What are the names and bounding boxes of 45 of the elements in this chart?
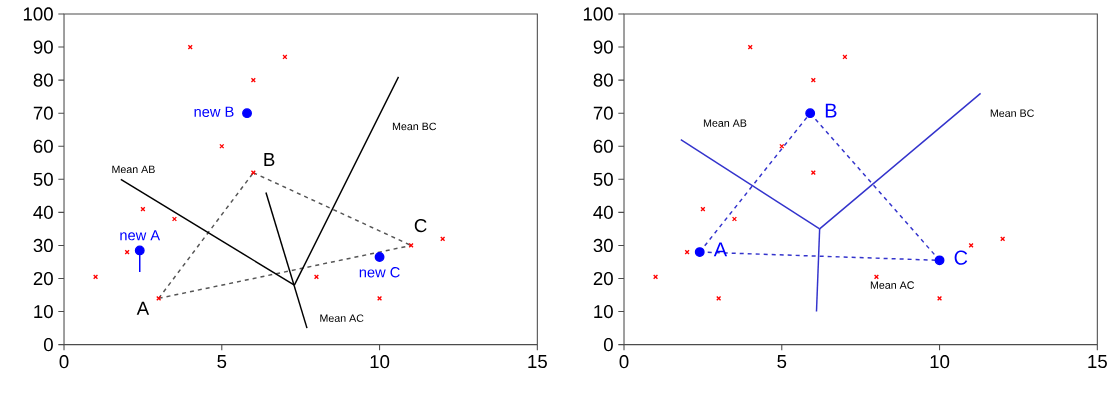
series-label: new B (194, 106, 234, 117)
y-tick-label: 60 (33, 139, 53, 153)
x-tick-label: 5 (777, 355, 787, 369)
y-tick-label: 80 (593, 73, 613, 87)
annotation: Mean AC (870, 281, 915, 289)
y-tick-label: 40 (33, 205, 53, 219)
x-tick-label: 5 (217, 355, 227, 369)
x-tick-label: 15 (1088, 355, 1107, 369)
series-label: B (825, 103, 837, 118)
annotation: Mean BC (392, 122, 437, 131)
y-tick-label: 60 (593, 139, 613, 153)
series-label: A (713, 242, 728, 257)
annotation: A (136, 301, 150, 315)
annotation: Mean AB (112, 165, 155, 174)
y-tick-label: 90 (33, 40, 53, 54)
y-tick-label: 70 (593, 106, 613, 120)
y-tick-label: 20 (33, 271, 53, 286)
annotation: B (264, 153, 275, 166)
y-tick-label: 30 (33, 238, 53, 253)
y-tick-label: 40 (593, 205, 613, 219)
y-tick-label: 0 (603, 338, 613, 352)
y-tick-label: 90 (593, 40, 613, 54)
x-tick-label: 0 (59, 355, 69, 369)
annotation: C (414, 218, 427, 233)
y-tick-label: 10 (594, 304, 613, 319)
x-tick-label: 0 (619, 355, 629, 369)
x-tick-label: 15 (528, 355, 547, 369)
y-tick-label: 30 (593, 238, 613, 253)
y-tick-label: 20 (593, 271, 613, 286)
y-tick-label: 10 (34, 304, 53, 319)
x-tick-label: 10 (370, 355, 390, 369)
y-tick-label: 80 (33, 73, 53, 87)
annotation: Mean AB (703, 119, 747, 127)
annotation: Mean BC (990, 109, 1034, 117)
y-tick-label: 100 (23, 7, 53, 21)
x-tick-label: 10 (930, 355, 950, 369)
y-tick-label: 0 (43, 338, 53, 352)
y-tick-label: 100 (583, 7, 613, 21)
y-tick-label: 50 (33, 172, 53, 186)
series-label: new A (120, 230, 161, 241)
series-label: new C (359, 267, 400, 278)
annotation: Mean AC (320, 314, 364, 322)
y-tick-label: 70 (33, 106, 53, 120)
series-label: C (954, 250, 968, 265)
y-tick-label: 50 (593, 172, 613, 186)
